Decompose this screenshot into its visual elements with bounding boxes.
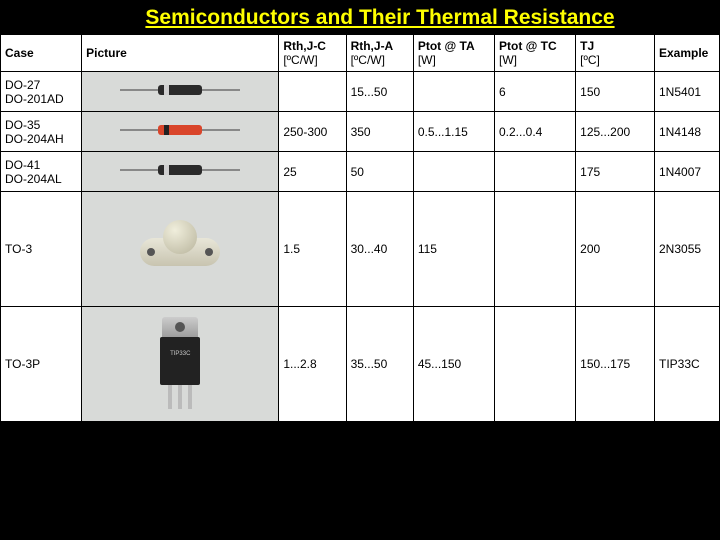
cell-tj: 150 xyxy=(576,72,655,112)
col-ptot-ta: Ptot @ TA [W] xyxy=(413,35,494,72)
diode-icon xyxy=(120,83,240,97)
table-row: DO-41DO-204AL 2550 1751N4007 xyxy=(1,152,720,192)
table-row: TO-3 1.530...40115 2002N3055 xyxy=(1,192,720,307)
cell-rth-ja: 350 xyxy=(346,112,413,152)
col-case: Case xyxy=(1,35,82,72)
col-ptot-ta-label: Ptot @ TA xyxy=(418,39,475,53)
cell-rth-jc: 1...2.8 xyxy=(279,307,346,422)
col-tj-unit: [ºC] xyxy=(580,53,600,67)
col-rth-ja: Rth,J-A [ºC/W] xyxy=(346,35,413,72)
table-row: TO-3P TIP33C 1...2.835...5045...150 150...1… xyxy=(1,307,720,422)
cell-case: DO-41DO-204AL xyxy=(1,152,82,192)
cell-ptot-tc xyxy=(494,152,575,192)
cell-example: 1N5401 xyxy=(655,72,720,112)
table-row: DO-27DO-201AD 15...50 61501N5401 xyxy=(1,72,720,112)
cell-picture xyxy=(82,112,279,152)
cell-picture: TIP33C xyxy=(82,307,279,422)
col-tj: TJ [ºC] xyxy=(576,35,655,72)
col-rth-ja-label: Rth,J-A xyxy=(351,39,394,53)
col-picture: Picture xyxy=(82,35,279,72)
col-rth-ja-unit: [ºC/W] xyxy=(351,53,385,67)
col-ptot-tc-unit: [W] xyxy=(499,53,517,67)
col-ptot-tc-label: Ptot @ TC xyxy=(499,39,557,53)
cell-ptot-ta: 45...150 xyxy=(413,307,494,422)
diode-icon xyxy=(120,163,240,177)
cell-rth-ja: 50 xyxy=(346,152,413,192)
cell-ptot-ta xyxy=(413,152,494,192)
table-row: DO-35DO-204AH 250-3003500.5...1.150.2...0… xyxy=(1,112,720,152)
col-example: Example xyxy=(655,35,720,72)
cell-ptot-tc xyxy=(494,192,575,307)
cell-case: TO-3P xyxy=(1,307,82,422)
cell-ptot-tc xyxy=(494,307,575,422)
diode-icon xyxy=(120,123,240,137)
col-rth-jc-label: Rth,J-C xyxy=(283,39,326,53)
cell-case: DO-35DO-204AH xyxy=(1,112,82,152)
col-tj-label: TJ xyxy=(580,39,594,53)
cell-rth-jc: 25 xyxy=(279,152,346,192)
cell-ptot-tc: 6 xyxy=(494,72,575,112)
cell-example: TIP33C xyxy=(655,307,720,422)
to3p-icon: TIP33C xyxy=(150,313,210,413)
col-ptot-tc: Ptot @ TC [W] xyxy=(494,35,575,72)
to3-icon xyxy=(135,208,225,288)
cell-ptot-ta xyxy=(413,72,494,112)
cell-picture xyxy=(82,192,279,307)
thermal-table: Case Picture Rth,J-C [ºC/W] Rth,J-A [ºC/… xyxy=(0,34,720,422)
cell-tj: 150...175 xyxy=(576,307,655,422)
thermal-table-wrap: Case Picture Rth,J-C [ºC/W] Rth,J-A [ºC/… xyxy=(0,34,720,422)
col-rth-jc: Rth,J-C [ºC/W] xyxy=(279,35,346,72)
header-row: Case Picture Rth,J-C [ºC/W] Rth,J-A [ºC/… xyxy=(1,35,720,72)
cell-rth-ja: 15...50 xyxy=(346,72,413,112)
cell-example: 2N3055 xyxy=(655,192,720,307)
cell-case: DO-27DO-201AD xyxy=(1,72,82,112)
cell-picture xyxy=(82,72,279,112)
cell-tj: 125...200 xyxy=(576,112,655,152)
cell-rth-ja: 35...50 xyxy=(346,307,413,422)
cell-example: 1N4007 xyxy=(655,152,720,192)
cell-ptot-ta: 0.5...1.15 xyxy=(413,112,494,152)
cell-case: TO-3 xyxy=(1,192,82,307)
cell-tj: 175 xyxy=(576,152,655,192)
cell-ptot-ta: 115 xyxy=(413,192,494,307)
cell-example: 1N4148 xyxy=(655,112,720,152)
cell-picture xyxy=(82,152,279,192)
table-body: DO-27DO-201AD15...5061501N5401DO-35DO-20… xyxy=(1,72,720,422)
page-title: Semiconductors and Their Thermal Resista… xyxy=(0,0,720,34)
cell-rth-jc xyxy=(279,72,346,112)
col-ptot-ta-unit: [W] xyxy=(418,53,436,67)
cell-rth-jc: 250-300 xyxy=(279,112,346,152)
col-rth-jc-unit: [ºC/W] xyxy=(283,53,317,67)
cell-tj: 200 xyxy=(576,192,655,307)
cell-ptot-tc: 0.2...0.4 xyxy=(494,112,575,152)
cell-rth-jc: 1.5 xyxy=(279,192,346,307)
cell-rth-ja: 30...40 xyxy=(346,192,413,307)
